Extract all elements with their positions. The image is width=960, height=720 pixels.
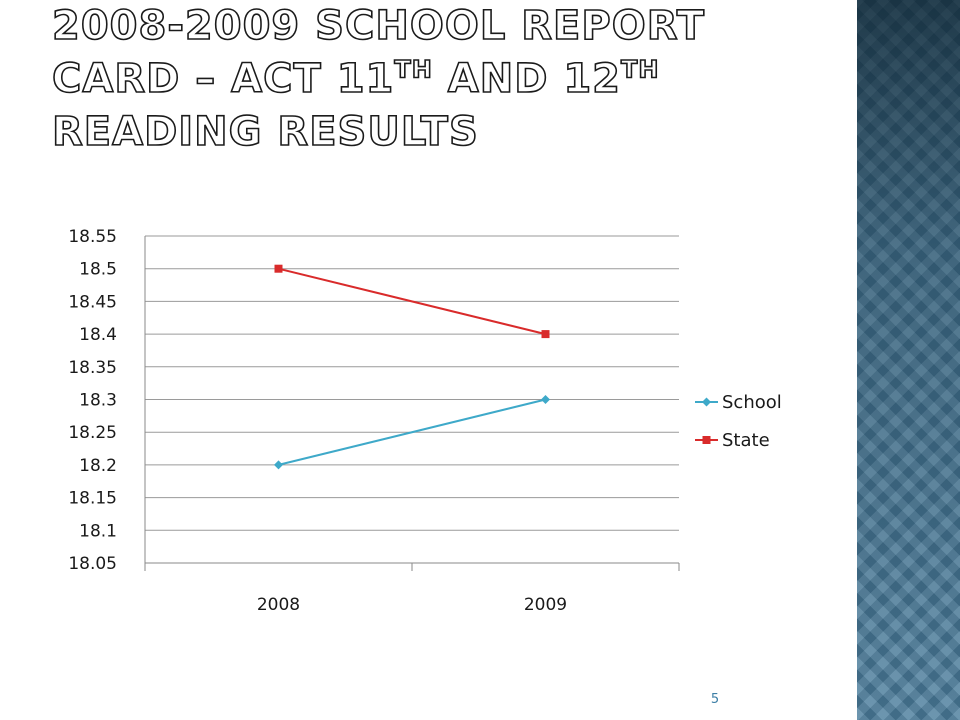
- page-number: 5: [710, 692, 720, 707]
- y-tick-label-3: 18.2: [79, 456, 117, 476]
- y-tick-label-8: 18.45: [68, 292, 117, 312]
- data-point-school-2009: [541, 395, 550, 404]
- decorative-side-panel: [857, 0, 960, 720]
- x-tick-label-2009: 2009: [524, 595, 567, 615]
- legend-label-state: State: [722, 430, 770, 451]
- title-part-2: and 12: [432, 55, 621, 103]
- data-point-school-2008: [274, 460, 283, 470]
- slide-title: 2008-2009 School Report Card – ACT 11th …: [51, 0, 832, 159]
- y-tick-label-10: 18.55: [68, 227, 117, 247]
- legend-marker-school: [702, 397, 711, 407]
- y-tick-label-4: 18.25: [68, 423, 117, 443]
- y-tick-label-6: 18.35: [68, 358, 117, 378]
- series-line-state: [278, 267, 546, 336]
- title-part-1: 2008-2009 School Report Card – ACT 11: [51, 2, 705, 103]
- series-line-school: [278, 398, 546, 466]
- x-tick-label-2008: 2008: [257, 595, 300, 615]
- y-tick-label-0: 18.05: [68, 554, 117, 574]
- legend-marker-state: [702, 436, 711, 444]
- title-superscript-1: th: [394, 55, 433, 84]
- title-superscript-2: th: [620, 55, 660, 84]
- y-tick-label-9: 18.5: [79, 260, 117, 280]
- data-point-state-2008: [274, 264, 283, 273]
- legend-label-school: School: [722, 392, 782, 413]
- y-tick-label-5: 18.3: [79, 391, 117, 411]
- title-part-3: Reading Results: [51, 108, 479, 156]
- y-tick-label-1: 18.1: [79, 521, 117, 541]
- y-tick-label-7: 18.4: [79, 325, 117, 345]
- line-chart: 18.05 18.1 18.15 18.2 18.25 18.3 18.35 18.4 18.4…: [68, 227, 782, 615]
- y-tick-label-2: 18.15: [68, 489, 117, 509]
- data-point-state-2009: [541, 330, 550, 339]
